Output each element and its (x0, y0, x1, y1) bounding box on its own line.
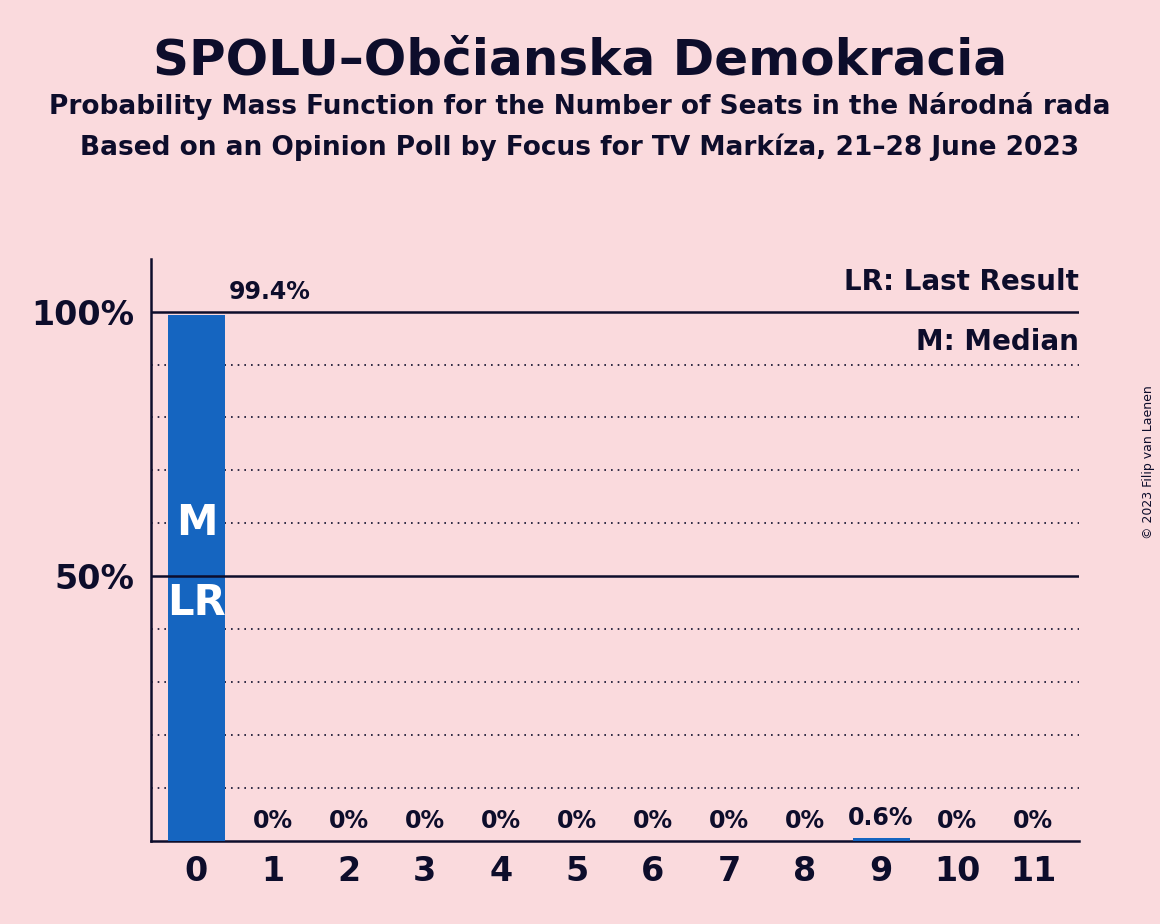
Text: Probability Mass Function for the Number of Seats in the Národná rada: Probability Mass Function for the Number… (49, 92, 1111, 120)
Text: 0%: 0% (480, 808, 521, 833)
Text: 0%: 0% (253, 808, 292, 833)
Text: 99.4%: 99.4% (229, 280, 310, 304)
Text: 0%: 0% (785, 808, 825, 833)
Text: SPOLU–Občianska Demokracia: SPOLU–Občianska Demokracia (153, 37, 1007, 85)
Text: M: M (175, 503, 217, 544)
Text: 0%: 0% (632, 808, 673, 833)
Text: 0.6%: 0.6% (848, 806, 914, 830)
Text: M: Median: M: Median (916, 327, 1079, 356)
Text: © 2023 Filip van Laenen: © 2023 Filip van Laenen (1141, 385, 1155, 539)
Text: LR: LR (167, 581, 226, 624)
Text: LR: Last Result: LR: Last Result (844, 268, 1079, 296)
Text: 0%: 0% (328, 808, 369, 833)
Bar (168, 315, 225, 841)
Bar (853, 838, 909, 841)
Text: 0%: 0% (1013, 808, 1053, 833)
Text: 0%: 0% (709, 808, 749, 833)
Text: 0%: 0% (405, 808, 444, 833)
Text: 0%: 0% (557, 808, 597, 833)
Text: 0%: 0% (937, 808, 977, 833)
Text: Based on an Opinion Poll by Focus for TV Markíza, 21–28 June 2023: Based on an Opinion Poll by Focus for TV… (80, 134, 1080, 162)
